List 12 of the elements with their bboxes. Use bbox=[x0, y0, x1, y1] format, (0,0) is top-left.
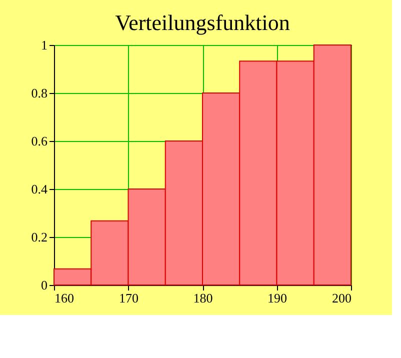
x-tick-label: 160 bbox=[54, 290, 74, 306]
chart-title: Verteilungsfunktion bbox=[115, 10, 290, 35]
x-tick-label: 190 bbox=[268, 290, 287, 306]
y-tick-label: 0.6 bbox=[31, 134, 48, 148]
y-tick-label: 0.8 bbox=[31, 86, 48, 100]
x-tick-label: 200 bbox=[332, 290, 352, 306]
y-tick-label: 0 bbox=[41, 278, 48, 292]
x-tick-label: 170 bbox=[119, 290, 138, 306]
x-tick-label: 180 bbox=[193, 290, 213, 306]
y-tick-label: 0.2 bbox=[31, 230, 48, 244]
y-tick-label: 0.4 bbox=[31, 182, 48, 196]
y-tick-label: 1 bbox=[41, 38, 48, 52]
